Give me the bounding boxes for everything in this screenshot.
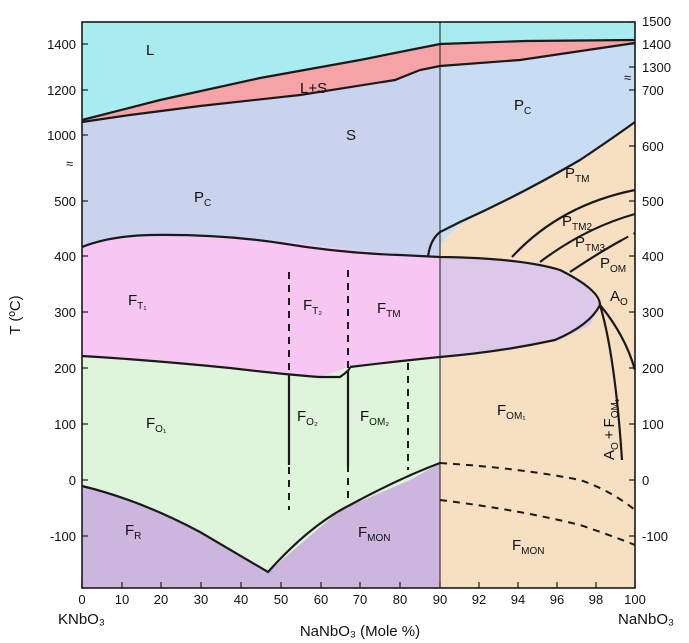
xtick: 10 — [115, 592, 129, 607]
region-rhombohedral — [82, 463, 440, 588]
x-tick-labels: 0 10 20 30 40 50 60 70 80 90 92 94 96 98… — [78, 592, 645, 607]
tick-marks — [81, 21, 636, 588]
ptm3-dash-end — [621, 232, 636, 241]
xtick: 90 — [433, 592, 447, 607]
label-liquid-solid: L+S — [300, 80, 327, 97]
ptm-ptm2-boundary — [511, 188, 636, 258]
label-ao-plus-fom1: AO+FOM₁ — [601, 398, 621, 460]
xtick: 30 — [194, 592, 208, 607]
ytick-left: 0 — [69, 473, 76, 488]
ytick-left: 300 — [54, 305, 76, 320]
label-fmon-left: FMON — [358, 524, 391, 544]
liquidus-line — [81, 38, 636, 122]
xtick: 60 — [314, 592, 328, 607]
ytick-right: 0 — [642, 473, 649, 488]
ytick-right: 600 — [642, 139, 664, 154]
label-pom: POM — [600, 255, 626, 275]
ytick-right: 400 — [642, 249, 664, 264]
ytick-right: 500 — [642, 194, 664, 209]
pc-ptm-boundary — [426, 121, 636, 258]
xtick: 96 — [550, 592, 564, 607]
ytick-right: 100 — [642, 417, 664, 432]
curie-boundary — [81, 233, 602, 369]
label-ftm: FTM — [377, 300, 401, 320]
label-ft2: FT₂ — [303, 297, 322, 317]
ytick-right: 700 — [642, 83, 664, 98]
ytick-left: 1200 — [47, 83, 76, 98]
xtick: 94 — [511, 592, 525, 607]
ytick-left: 400 — [54, 249, 76, 264]
y-axis-title: T (ºC) — [7, 295, 24, 334]
xtick: 92 — [472, 592, 486, 607]
phase-boundaries — [81, 22, 637, 588]
solidus-line — [81, 41, 636, 124]
ao-boundary-right — [599, 304, 637, 371]
ao-boundary-left — [598, 304, 624, 461]
label-ft1: FT₁ — [128, 292, 147, 312]
xtick: 20 — [154, 592, 168, 607]
label-solid: S — [346, 127, 356, 144]
xtick: 80 — [393, 592, 407, 607]
region-ftm-lens — [440, 257, 600, 357]
label-ptm3: PTM3 — [575, 234, 605, 254]
xtick: 70 — [353, 592, 367, 607]
region-pc-right — [440, 43, 635, 245]
xtick: 40 — [234, 592, 248, 607]
ptm3-pom-boundary — [569, 239, 623, 273]
ytick-left: 500 — [54, 194, 76, 209]
dashed-boundaries — [288, 232, 636, 546]
tetragonal-orthorhombic-boundary — [81, 354, 352, 379]
region-labels: L L+S S PC PC FT₁ FT₂ FTM FO₁ FO₂ FOM₂ F… — [125, 42, 628, 557]
phase-regions — [82, 22, 635, 588]
ytick-right: 1400 — [642, 37, 671, 52]
right-y-tick-labels: 1500 1400 1300 700 600 500 400 300 200 1… — [642, 14, 671, 544]
label-pc-left: PC — [194, 189, 211, 209]
ytick-right: 1500 — [642, 14, 671, 29]
left-end-label: KNbO₃ — [58, 611, 105, 628]
left-axis-break: ≈ — [66, 156, 73, 171]
plot-frame — [81, 21, 636, 589]
left-y-tick-labels: 1400 1200 1000 500 400 300 200 100 0 -10… — [47, 37, 76, 544]
label-fr: FR — [125, 522, 141, 542]
ytick-right: 300 — [642, 305, 664, 320]
region-tetragonal — [82, 235, 440, 377]
right-end-label: NaNbO₃ — [618, 611, 674, 628]
ytick-right: 1300 — [642, 60, 671, 75]
fmon-upper-dashed — [439, 462, 636, 511]
xtick: 50 — [274, 592, 288, 607]
label-fmon-right: FMON — [512, 537, 545, 557]
ytick-left: -100 — [50, 529, 76, 544]
label-fo2: FO₂ — [297, 408, 318, 428]
region-solid-cubic — [82, 66, 440, 257]
label-ptm2: PTM2 — [562, 213, 592, 233]
region-liquid — [82, 22, 635, 120]
ptm2-ptm3-boundary — [539, 212, 636, 263]
right-axis-break: ≈ — [624, 70, 631, 85]
fmon-lower-dashed — [439, 499, 636, 546]
label-fom1: FOM₁ — [497, 402, 526, 422]
rhombohedral-boundary — [81, 461, 441, 574]
ytick-left: 200 — [54, 361, 76, 376]
xtick: 0 — [78, 592, 85, 607]
region-liquid-solid — [82, 40, 635, 122]
label-ptm: PTM — [565, 165, 589, 185]
label-ao: AO — [610, 288, 628, 308]
ytick-right: -100 — [642, 529, 668, 544]
ytick-left: 1400 — [47, 37, 76, 52]
label-liquid: L — [146, 42, 154, 59]
ytick-left: 1000 — [47, 128, 76, 143]
label-fo1: FO₁ — [146, 415, 167, 435]
xtick: 98 — [589, 592, 603, 607]
xtick: 100 — [624, 592, 646, 607]
ytick-right: 200 — [642, 361, 664, 376]
ytick-left: 100 — [54, 417, 76, 432]
x-axis-title: NaNbO₃ (Mole %) — [300, 623, 420, 640]
label-pc-right: PC — [514, 97, 531, 117]
label-fom2: FOM₂ — [360, 408, 389, 428]
